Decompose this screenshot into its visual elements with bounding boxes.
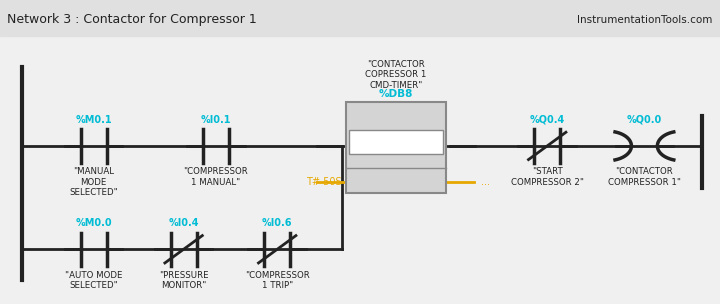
Text: %M0.1: %M0.1 (76, 115, 112, 125)
Text: PT: PT (349, 177, 361, 187)
Text: "PRESSURE
MONITOR": "PRESSURE MONITOR" (159, 271, 208, 290)
Text: "COMPRESSOR
1 TRIP": "COMPRESSOR 1 TRIP" (245, 271, 310, 290)
Text: Time: Time (383, 136, 409, 147)
Text: %I0.6: %I0.6 (262, 218, 292, 228)
Text: InstrumentationTools.com: InstrumentationTools.com (577, 15, 713, 25)
FancyBboxPatch shape (349, 130, 443, 154)
Text: %Q0.4: %Q0.4 (530, 115, 564, 125)
Text: "MANUAL
MODE
SELECTED": "MANUAL MODE SELECTED" (69, 167, 118, 197)
Text: "CONTACTOR
COPRESSOR 1
CMD-TIMER": "CONTACTOR COPRESSOR 1 CMD-TIMER" (365, 60, 427, 90)
FancyBboxPatch shape (346, 102, 446, 193)
Text: "CONTACTOR
COMPRESSOR 1": "CONTACTOR COMPRESSOR 1" (608, 167, 681, 187)
Text: Q: Q (435, 156, 443, 166)
Text: "COMPRESSOR
1 MANUAL": "COMPRESSOR 1 MANUAL" (184, 167, 248, 187)
Text: %Q0.0: %Q0.0 (627, 115, 662, 125)
Text: IN: IN (349, 156, 359, 166)
Text: ...: ... (481, 177, 490, 187)
Text: "START
COMPRESSOR 2": "START COMPRESSOR 2" (510, 167, 584, 187)
Bar (0, 0, 720, 36)
Text: %M0.0: %M0.0 (76, 218, 112, 228)
Text: "AUTO MODE
SELECTED": "AUTO MODE SELECTED" (65, 271, 122, 290)
Text: TOF: TOF (382, 112, 410, 126)
Text: T# 50S: T# 50S (307, 177, 342, 187)
Text: Network 3 : Contactor for Compressor 1: Network 3 : Contactor for Compressor 1 (7, 13, 257, 26)
Text: %DB8: %DB8 (379, 89, 413, 99)
Text: %I0.1: %I0.1 (201, 115, 231, 125)
Text: %I0.4: %I0.4 (168, 218, 199, 228)
Text: ET: ET (431, 177, 443, 187)
